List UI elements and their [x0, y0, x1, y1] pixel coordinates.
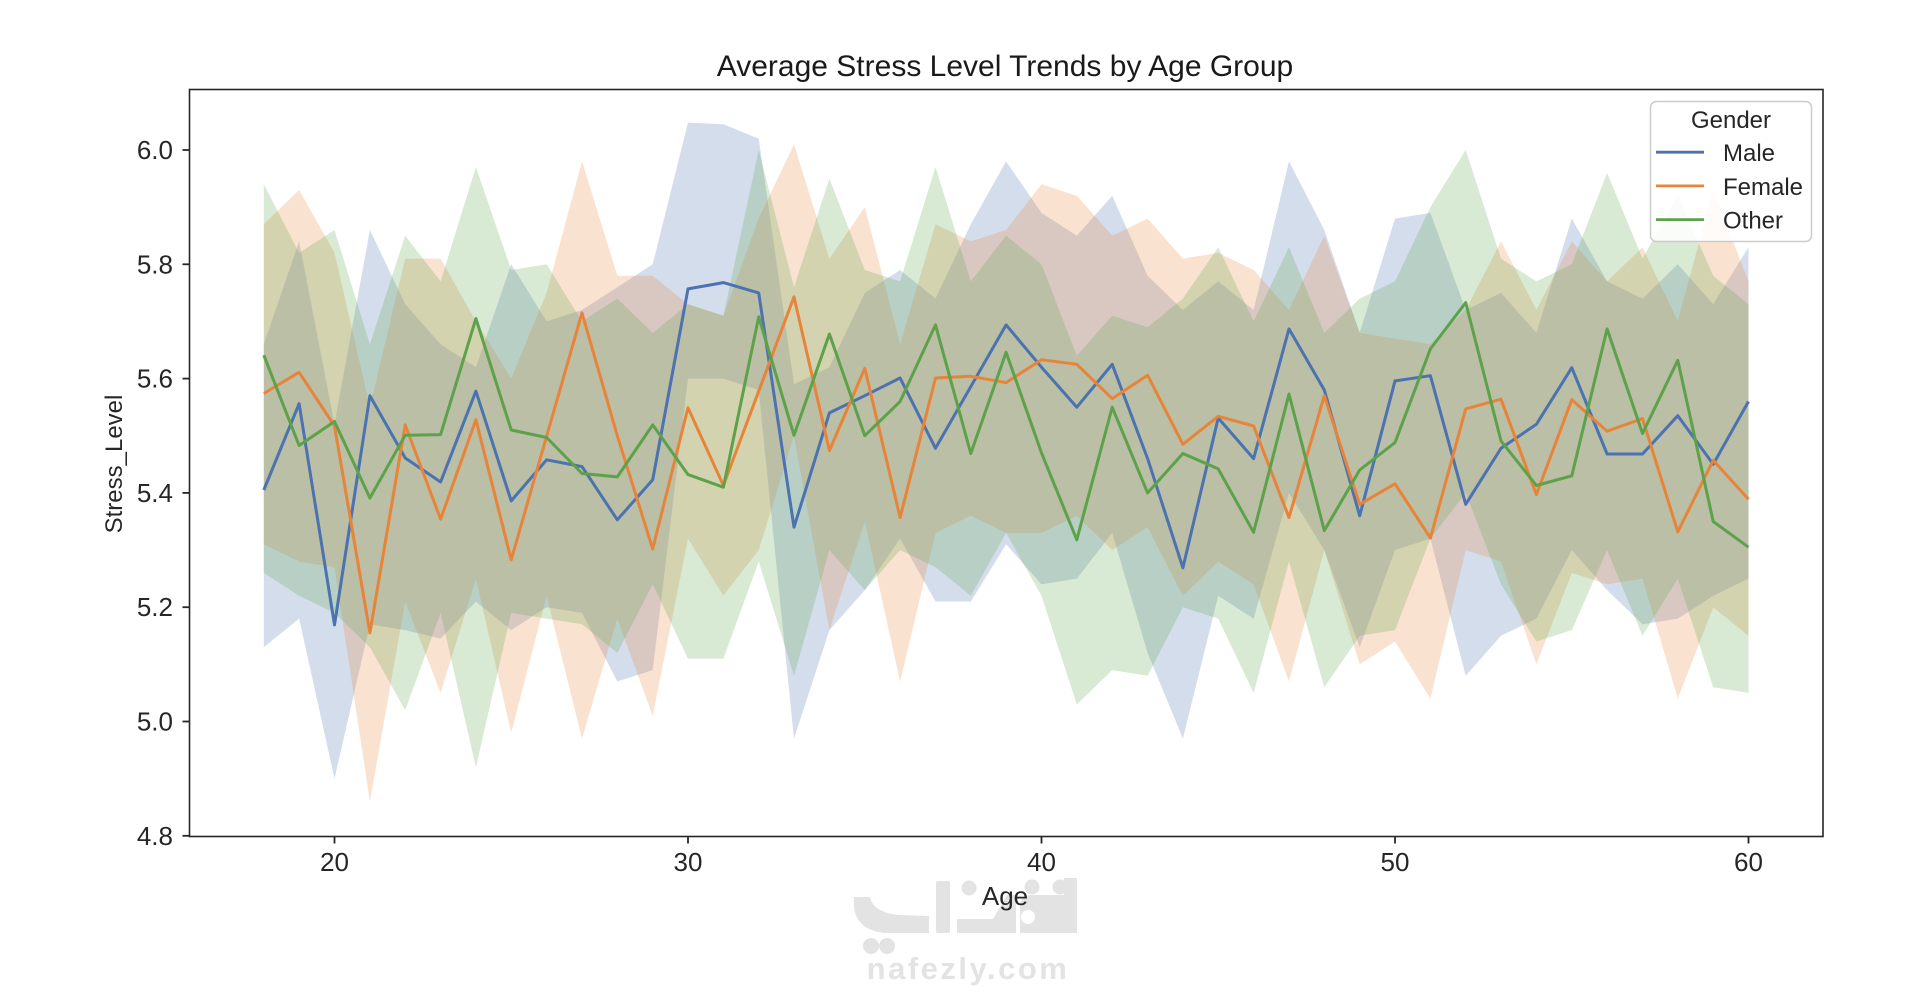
svg-text:Gender: Gender: [1691, 107, 1771, 134]
svg-text:Female: Female: [1723, 174, 1803, 201]
svg-text:5.2: 5.2: [137, 592, 173, 622]
svg-text:6.0: 6.0: [137, 135, 173, 165]
svg-text:5.4: 5.4: [137, 478, 173, 508]
svg-text:5.8: 5.8: [137, 249, 173, 279]
svg-text:5.0: 5.0: [137, 707, 173, 737]
svg-text:50: 50: [1381, 847, 1410, 877]
svg-text:Average Stress Level Trends by: Average Stress Level Trends by Age Group: [717, 50, 1293, 83]
svg-text:30: 30: [674, 847, 703, 877]
svg-text:Male: Male: [1723, 140, 1775, 167]
svg-text:Other: Other: [1723, 208, 1783, 235]
svg-text:20: 20: [320, 847, 349, 877]
svg-text:4.8: 4.8: [137, 821, 173, 851]
svg-text:60: 60: [1734, 847, 1763, 877]
svg-text:5.6: 5.6: [137, 364, 173, 394]
svg-text:40: 40: [1027, 847, 1056, 877]
svg-text:Age: Age: [982, 881, 1028, 911]
svg-text:nafezly.com: nafezly.com: [867, 951, 1070, 986]
svg-text:Stress_Level: Stress_Level: [101, 395, 128, 534]
